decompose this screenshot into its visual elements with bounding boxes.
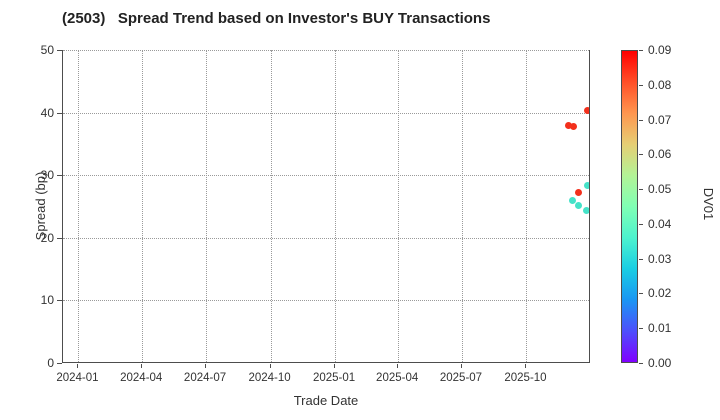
y-tick-label: 10 bbox=[40, 293, 54, 308]
x-tick-mark bbox=[460, 364, 462, 368]
x-tick-mark bbox=[205, 364, 207, 368]
y-tick-mark bbox=[57, 237, 62, 239]
colorbar-gradient bbox=[621, 50, 638, 363]
chart-title: (2503) Spread Trend based on Investor's … bbox=[62, 10, 491, 27]
x-gridline bbox=[270, 50, 272, 362]
y-tick-mark bbox=[57, 50, 62, 51]
x-tick-label: 2024-10 bbox=[248, 372, 291, 384]
y-tick-mark bbox=[57, 363, 62, 364]
colorbar-tick-label: 0.05 bbox=[648, 182, 672, 197]
x-gridline bbox=[461, 50, 463, 362]
colorbar-tick-label: 0.04 bbox=[648, 216, 672, 231]
x-tick-label: 2024-07 bbox=[183, 372, 227, 384]
data-point bbox=[569, 122, 577, 130]
y-gridline bbox=[63, 175, 589, 177]
y-tick-label: 20 bbox=[40, 230, 54, 245]
y-gridline bbox=[63, 50, 589, 51]
y-tick-mark bbox=[57, 112, 62, 114]
colorbar-tick-label: 0.01 bbox=[648, 321, 672, 336]
x-tick-mark bbox=[334, 364, 336, 368]
x-gridline bbox=[142, 50, 144, 362]
colorbar-tick-mark bbox=[639, 189, 643, 191]
colorbar-tick-label: 0.02 bbox=[648, 286, 672, 301]
x-tick-label: 2025-04 bbox=[376, 372, 419, 384]
x-tick-label: 2024-01 bbox=[56, 372, 99, 384]
y-gridline bbox=[63, 237, 589, 239]
colorbar-tick-label: 0.03 bbox=[648, 251, 672, 266]
y-gridline bbox=[63, 112, 589, 114]
x-tick-label: 2025-07 bbox=[439, 372, 483, 384]
data-point bbox=[574, 202, 582, 210]
colorbar-label: DV01 bbox=[700, 187, 716, 221]
x-tick-mark bbox=[141, 364, 143, 368]
y-tick-mark bbox=[57, 300, 62, 302]
x-gridline bbox=[78, 50, 80, 362]
colorbar-tick-label: 0.09 bbox=[648, 43, 672, 57]
colorbar-tick-label: 0.06 bbox=[648, 147, 672, 162]
colorbar-tick-label: 0.08 bbox=[648, 77, 672, 92]
x-tick-label: 2025-10 bbox=[504, 372, 547, 384]
colorbar-tick-mark bbox=[639, 50, 643, 51]
x-tick-mark bbox=[77, 364, 79, 368]
y-tick-label: 40 bbox=[40, 105, 54, 120]
data-point bbox=[574, 188, 582, 196]
colorbar-tick-mark bbox=[639, 223, 643, 225]
x-gridline bbox=[335, 50, 337, 362]
data-point bbox=[583, 181, 589, 189]
data-point bbox=[569, 197, 577, 205]
x-tick-mark bbox=[269, 364, 271, 368]
colorbar-tick-mark bbox=[639, 84, 643, 86]
data-point bbox=[565, 121, 573, 129]
y-tick-mark bbox=[57, 175, 62, 177]
x-tick-label: 2025-01 bbox=[312, 372, 356, 384]
x-tick-label: 2024-04 bbox=[120, 372, 163, 384]
plot-area bbox=[62, 50, 590, 363]
colorbar-tick-mark bbox=[639, 363, 643, 364]
colorbar-tick-mark bbox=[639, 328, 643, 330]
colorbar-tick-mark bbox=[639, 154, 643, 156]
colorbar-tick-mark bbox=[639, 119, 643, 121]
x-gridline bbox=[398, 50, 400, 362]
y-tick-label: 0 bbox=[47, 356, 54, 370]
x-gridline bbox=[526, 50, 528, 362]
colorbar-tick-label: 0.00 bbox=[648, 356, 672, 370]
y-tick-label: 50 bbox=[40, 43, 54, 57]
colorbar-tick-label: 0.07 bbox=[648, 112, 672, 127]
x-tick-mark bbox=[397, 364, 399, 368]
data-point bbox=[582, 207, 589, 215]
y-tick-label: 30 bbox=[40, 168, 54, 183]
colorbar-tick-mark bbox=[639, 293, 643, 295]
x-axis-label: Trade Date bbox=[293, 393, 359, 408]
colorbar-tick-mark bbox=[639, 258, 643, 260]
y-gridline bbox=[63, 300, 589, 302]
data-point bbox=[583, 107, 589, 115]
x-gridline bbox=[206, 50, 208, 362]
x-tick-mark bbox=[525, 364, 527, 368]
